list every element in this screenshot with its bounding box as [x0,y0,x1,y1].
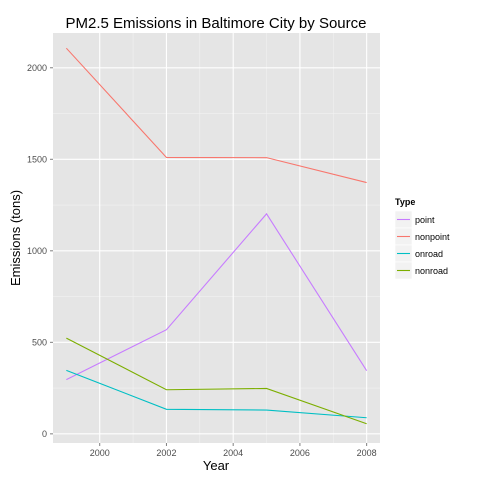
major-gridlines [53,33,380,443]
y-tick-label: 1000 [27,246,47,256]
y-tick-label: 0 [42,429,47,439]
series-lines [65,47,368,425]
y-tick-label: 500 [32,337,47,347]
y-tick-label: 2000 [27,63,47,73]
y-axis-title: Emissions (tons) [8,190,23,286]
legend-items: point nonpoint onroad nonroad [394,210,450,280]
x-tick-label: 2000 [90,448,110,458]
series-line-point [66,212,368,381]
minor-gridlines [53,33,380,443]
x-tick-label: 2006 [290,448,310,458]
series-line-nonroad [66,337,367,425]
legend: Type point nonpoint onroad nonroad [394,197,450,280]
y-tick-label: 1500 [27,154,47,164]
legend-label-point: point [415,215,435,225]
x-tick-label: 2002 [156,448,176,458]
x-axis-ticks: 2000 2002 2004 2006 2008 [90,443,377,458]
x-axis-title: Year [203,458,230,473]
x-tick-label: 2004 [223,448,243,458]
legend-title: Type [395,197,415,207]
legend-label-nonroad: nonroad [415,266,448,276]
y-axis-ticks: 0 500 1000 1500 2000 [27,63,53,439]
x-tick-label: 2008 [357,448,377,458]
legend-label-onroad: onroad [415,249,443,259]
plot-panel [53,33,380,443]
series-line-nonpoint [65,47,367,184]
chart-title: PM2.5 Emissions in Baltimore City by Sou… [66,15,367,32]
series-line-onroad [66,369,367,419]
legend-label-nonpoint: nonpoint [415,232,450,242]
